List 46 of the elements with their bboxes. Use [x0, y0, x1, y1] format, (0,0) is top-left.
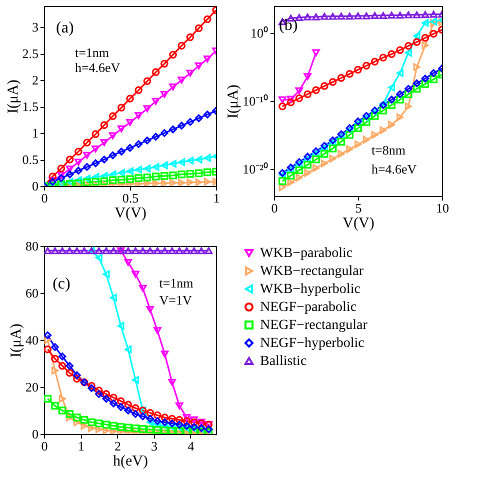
annotation: h=4.6eV: [371, 161, 418, 176]
legend-label: WKB−rectangular: [260, 264, 364, 279]
annotation: V=1V: [159, 292, 192, 308]
x-tick-label: 1: [213, 190, 220, 206]
x-axis-title: V(V): [342, 216, 374, 232]
x-tick-label: 4: [188, 438, 195, 454]
x-tick-label: 1: [78, 438, 84, 454]
y-tick-label: 2: [32, 72, 38, 88]
y-tick-label: 40: [26, 332, 38, 348]
x-tick-label: 0.5: [122, 190, 139, 206]
y-tick-label: 10⁰: [250, 26, 268, 41]
annotation: t=1nm: [74, 44, 110, 60]
y-tick-label: 1.5: [22, 99, 38, 114]
annotation: h=4.6eV: [74, 60, 121, 76]
x-tick-label: 3: [151, 438, 158, 454]
x-tick-label: 0: [271, 200, 278, 216]
legend-label: NEGF−hyperbolic: [260, 336, 364, 351]
x-tick-label: 5: [355, 200, 362, 216]
y-tick-label: 2.5: [22, 46, 38, 62]
annotation: t=8nm: [371, 142, 406, 158]
x-axis-title: V(V): [114, 206, 146, 222]
y-axis-title: I(μA): [8, 324, 24, 358]
legend-label: NEGF−rectangular: [260, 318, 368, 333]
y-tick-label: 0.5: [22, 152, 38, 168]
y-tick-label: 3: [32, 20, 38, 35]
annotation: (a): [56, 20, 74, 37]
annotation: (b): [279, 17, 298, 34]
annotation: t=1nm: [159, 276, 194, 291]
y-tick-label: 80: [26, 238, 38, 254]
y-tick-label: 0: [32, 178, 38, 194]
y-tick-label: 20: [26, 380, 38, 394]
x-tick-label: 2: [114, 438, 121, 454]
x-tick-label: 10: [436, 200, 449, 216]
y-tick-label: 60: [26, 286, 38, 300]
y-tick-label: 1: [32, 126, 38, 141]
legend-label: NEGF−parabolic: [260, 300, 357, 315]
y-tick-label: 10⁻¹⁰: [242, 94, 268, 108]
y-axis-title: I(μA): [226, 84, 242, 118]
y-axis-title: I(μA): [5, 80, 22, 114]
y-tick-label: 10⁻²⁰: [242, 161, 268, 176]
annotation: (c): [52, 276, 70, 293]
legend-label: Ballistic: [260, 354, 307, 369]
y-tick-label: 0: [32, 426, 38, 442]
x-axis-title: h(eV): [113, 454, 148, 470]
legend-label: WKB−hyperbolic: [260, 282, 360, 297]
legend-label: WKB−parabolic: [260, 246, 353, 261]
